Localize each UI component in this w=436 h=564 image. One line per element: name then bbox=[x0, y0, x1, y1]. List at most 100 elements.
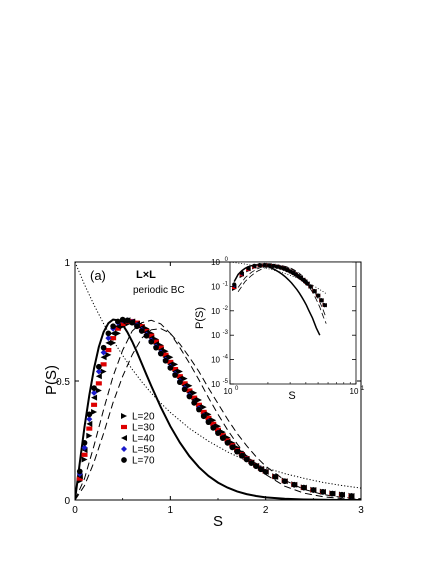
data-point bbox=[246, 266, 251, 271]
inset-series bbox=[232, 262, 327, 308]
inset-y-tick-label: 10 bbox=[211, 307, 220, 316]
data-point bbox=[196, 406, 202, 413]
data-point bbox=[95, 368, 102, 375]
inset-y-tick-label: 10 bbox=[211, 282, 220, 291]
data-point bbox=[305, 281, 310, 286]
data-point bbox=[176, 374, 183, 379]
data-point bbox=[76, 476, 83, 481]
data-point bbox=[91, 394, 98, 401]
inset-curve-dotted bbox=[230, 262, 327, 295]
data-point bbox=[91, 389, 98, 396]
data-point bbox=[274, 264, 280, 269]
main-reference-curves bbox=[75, 262, 361, 500]
inset-y-tick-exponent: -2 bbox=[223, 306, 229, 312]
data-point bbox=[100, 344, 107, 351]
data-point bbox=[191, 389, 198, 396]
y-axis-label: P(S) bbox=[43, 365, 60, 395]
data-point bbox=[329, 490, 336, 497]
data-point bbox=[148, 338, 155, 345]
data-point bbox=[119, 321, 126, 326]
data-point bbox=[167, 365, 174, 371]
inset-curves bbox=[230, 262, 327, 336]
data-point bbox=[320, 489, 326, 495]
data-point bbox=[181, 381, 188, 386]
data-point bbox=[100, 362, 107, 367]
data-point bbox=[86, 420, 93, 427]
inset-y-tick-exponent: -3 bbox=[223, 330, 229, 336]
data-point bbox=[219, 435, 226, 441]
data-point bbox=[181, 386, 188, 393]
inset-y-tick-exponent: -4 bbox=[223, 355, 229, 361]
inset-frame bbox=[229, 261, 357, 385]
main-data-series bbox=[76, 316, 355, 499]
data-point bbox=[172, 361, 179, 368]
legend-entry-label: L=30 bbox=[132, 423, 155, 434]
data-point bbox=[281, 478, 288, 485]
data-point bbox=[95, 381, 102, 386]
data-point bbox=[110, 323, 116, 330]
data-point bbox=[167, 354, 174, 361]
x-tick-label: 2 bbox=[263, 505, 269, 516]
data-point bbox=[121, 457, 127, 463]
data-point bbox=[232, 282, 237, 287]
inset-curve-solid bbox=[233, 264, 321, 336]
data-point bbox=[191, 395, 198, 400]
inset-y-tick-label: 10 bbox=[211, 258, 220, 267]
lattice-label: L×L bbox=[136, 269, 156, 281]
data-point bbox=[262, 262, 267, 268]
data-point bbox=[278, 265, 283, 270]
reference-curve-dashed bbox=[75, 319, 361, 500]
data-point bbox=[81, 452, 88, 457]
data-point bbox=[148, 333, 155, 338]
legend-entry-label: L=20 bbox=[132, 412, 155, 423]
data-point bbox=[191, 400, 198, 406]
data-point bbox=[105, 335, 112, 342]
inset-y-tick-label: 10 bbox=[211, 331, 220, 340]
inset-x-tick-exponent: 1 bbox=[361, 386, 365, 392]
data-point bbox=[157, 345, 164, 350]
inset-y-tick-exponent: -1 bbox=[223, 281, 229, 287]
data-point bbox=[172, 367, 179, 372]
data-point bbox=[114, 330, 121, 337]
data-point bbox=[167, 359, 174, 365]
data-point bbox=[262, 469, 269, 475]
data-point bbox=[121, 424, 127, 430]
data-point bbox=[100, 368, 107, 375]
data-point bbox=[229, 444, 236, 451]
data-point bbox=[86, 411, 93, 418]
data-point bbox=[121, 435, 127, 441]
main-axis-ticks: 0 1 2 3 0 0.5 1 bbox=[56, 258, 364, 516]
data-point bbox=[91, 385, 97, 391]
data-point bbox=[95, 373, 102, 380]
data-point bbox=[114, 323, 121, 330]
data-point bbox=[114, 326, 121, 331]
inset-y-tick-label: 10 bbox=[211, 356, 220, 365]
data-point bbox=[138, 328, 145, 334]
data-point bbox=[186, 393, 193, 400]
data-point bbox=[105, 330, 112, 337]
data-point bbox=[186, 382, 193, 389]
data-point bbox=[248, 460, 255, 466]
data-point bbox=[176, 368, 183, 375]
data-point bbox=[312, 289, 317, 294]
x-tick-label: 0 bbox=[72, 505, 78, 516]
data-point bbox=[195, 402, 202, 407]
data-point bbox=[121, 413, 127, 419]
y-tick-label: 1 bbox=[64, 258, 70, 269]
data-point bbox=[339, 491, 345, 498]
data-point bbox=[200, 409, 207, 415]
data-point bbox=[308, 284, 313, 289]
legend-entry-label: L=50 bbox=[132, 445, 155, 456]
data-point bbox=[95, 363, 102, 370]
data-point bbox=[271, 263, 276, 269]
y-tick-label: 0 bbox=[64, 496, 70, 507]
data-point bbox=[281, 266, 287, 271]
data-point bbox=[200, 404, 207, 411]
data-point bbox=[100, 349, 107, 356]
data-point bbox=[91, 402, 98, 407]
data-point bbox=[121, 446, 127, 452]
data-point bbox=[100, 354, 107, 361]
data-point bbox=[110, 339, 117, 346]
data-point bbox=[181, 375, 188, 382]
x-axis-label: S bbox=[213, 513, 223, 530]
